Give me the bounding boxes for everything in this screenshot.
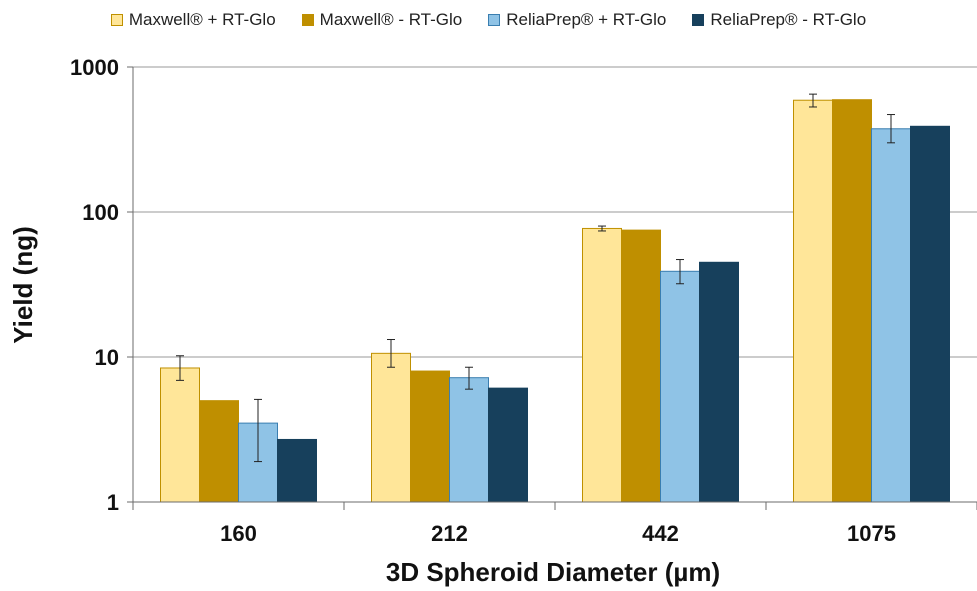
bars-group	[160, 99, 950, 503]
bar	[832, 99, 872, 503]
chart-legend: Maxwell® + RT-Glo Maxwell® - RT-Glo Reli…	[0, 10, 977, 30]
x-tick-label: 160	[220, 521, 257, 546]
bar	[449, 377, 489, 503]
legend-item-reliaprep-minus: ReliaPrep® - RT-Glo	[692, 10, 866, 30]
bar	[199, 400, 239, 503]
legend-label-reliaprep-plus: ReliaPrep® + RT-Glo	[506, 10, 667, 29]
bar	[582, 227, 622, 503]
legend-swatch-maxwell-minus	[301, 14, 314, 26]
y-tick-label: 10	[95, 345, 119, 370]
x-axis-label: 3D Spheroid Diameter (µm)	[386, 557, 720, 587]
bar	[660, 270, 700, 503]
bar	[410, 370, 450, 503]
y-tick-label: 1000	[70, 55, 119, 80]
y-tick-label: 1	[107, 490, 119, 515]
bar	[277, 438, 317, 503]
legend-item-maxwell-plus: Maxwell® + RT-Glo	[110, 10, 276, 30]
legend-item-reliaprep-plus: ReliaPrep® + RT-Glo	[488, 10, 666, 30]
bar	[160, 367, 200, 503]
legend-swatch-maxwell-plus	[110, 14, 123, 26]
x-tick-label: 212	[431, 521, 468, 546]
bar	[699, 261, 739, 503]
y-tick-label: 100	[82, 200, 119, 225]
bar	[488, 387, 528, 503]
legend-label-reliaprep-minus: ReliaPrep® - RT-Glo	[710, 10, 867, 29]
legend-label-maxwell-plus: Maxwell® + RT-Glo	[128, 10, 276, 29]
bar	[871, 128, 911, 503]
error-bars-group	[176, 93, 895, 463]
bar	[910, 125, 950, 503]
bar	[621, 229, 661, 503]
x-tick-label: 1075	[847, 521, 896, 546]
legend-swatch-reliaprep-plus	[488, 14, 501, 26]
bar	[793, 99, 833, 503]
y-axis-label: Yield (ng)	[8, 226, 38, 343]
x-tick-label: 442	[642, 521, 679, 546]
legend-item-maxwell-minus: Maxwell® - RT-Glo	[301, 10, 463, 30]
legend-swatch-reliaprep-minus	[692, 14, 705, 26]
bar	[371, 352, 411, 503]
axes-group: 1 10 100 1000 160 212 442 1075	[70, 55, 977, 546]
legend-label-maxwell-minus: Maxwell® - RT-Glo	[319, 10, 463, 29]
